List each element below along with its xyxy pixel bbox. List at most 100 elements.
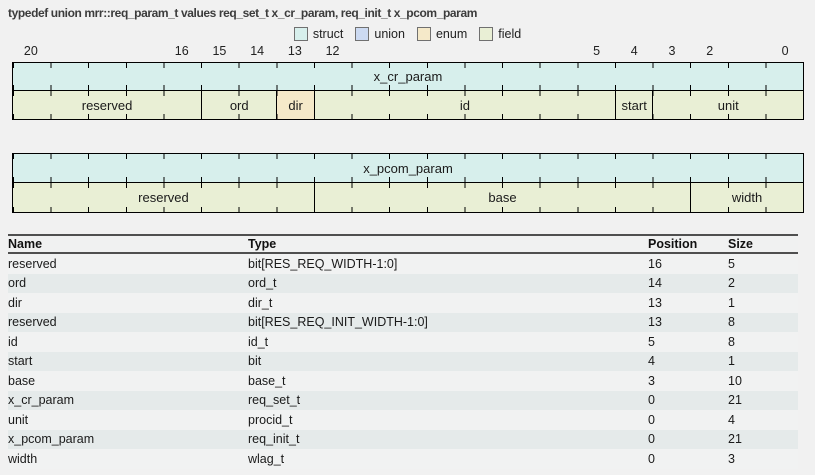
field-cell-reserved: reserved: [13, 183, 314, 212]
cell-type: base_t: [248, 373, 286, 388]
table-header-row: Name Type Position Size: [8, 234, 798, 254]
union-swatch-icon: [355, 27, 370, 41]
cell-position: 3: [648, 373, 655, 388]
cell-name: ord: [8, 276, 27, 291]
table-row: base base_t 3 10: [8, 371, 798, 391]
cell-name: dir: [8, 295, 22, 310]
column-header: Position: [648, 237, 698, 251]
field-cell-id: id: [313, 91, 615, 119]
cell-size: 2: [728, 276, 735, 291]
cell-position: 0: [648, 393, 655, 408]
bitfield-diagram-x-cr-param: x_cr_param reserved ord dir id start unit: [12, 62, 804, 120]
table-row: x_pcom_param req_init_t 0 21: [8, 429, 798, 449]
legend-label: field: [498, 27, 522, 41]
struct-row: x_cr_param: [12, 62, 804, 91]
fields-table: Name Type Position Size reserved bit[RES_REQ_…: [8, 234, 798, 469]
cell-name: unit: [8, 412, 29, 427]
legend-item: struct: [293, 27, 344, 41]
cell-name: width: [8, 451, 38, 466]
ruler-label: 20: [23, 44, 38, 58]
column-header: Type: [248, 237, 277, 251]
cell-type: dir_t: [248, 295, 273, 310]
struct-row: x_pcom_param: [12, 153, 804, 183]
field-cell-dir: dir: [276, 91, 314, 119]
cell-position: 0: [648, 451, 655, 466]
enum-swatch-icon: [416, 27, 431, 41]
table-row: start bit 4 1: [8, 351, 798, 371]
bitfield-diagram-x-pcom-param: x_pcom_param reserved base width: [12, 153, 804, 213]
cell-size: 4: [728, 412, 735, 427]
cell-size: 1: [728, 354, 735, 369]
legend-label: union: [374, 27, 405, 41]
field-cell-ord: ord: [201, 91, 277, 119]
cell-type: ord_t: [248, 276, 277, 291]
field-cell-unit: unit: [652, 91, 803, 119]
cell-size: 1: [728, 295, 735, 310]
table-row: unit procid_t 0 4: [8, 410, 798, 430]
table-row: reserved bit[RES_REQ_WIDTH-1:0] 16 5: [8, 254, 798, 274]
column-header: Name: [8, 237, 43, 251]
legend-label: struct: [312, 27, 344, 41]
cell-name: base: [8, 373, 36, 388]
legend-item: union: [355, 27, 405, 41]
cell-position: 13: [648, 295, 662, 310]
cell-size: 3: [728, 451, 735, 466]
cell-type: procid_t: [248, 412, 293, 427]
cell-size: 5: [728, 256, 735, 271]
field-swatch-icon: [479, 27, 494, 41]
cell-type: wlag_t: [248, 451, 285, 466]
struct-cell: x_cr_param: [13, 63, 803, 90]
legend-item: enum: [416, 27, 468, 41]
cell-type: req_init_t: [248, 432, 300, 447]
cell-position: 14: [648, 276, 662, 291]
ruler-label: 14: [250, 44, 265, 58]
cell-type: req_set_t: [248, 393, 301, 408]
cell-position: 4: [648, 354, 655, 369]
cell-position: 0: [648, 412, 655, 427]
cell-position: 0: [648, 432, 655, 447]
cell-name: reserved: [8, 256, 57, 271]
ruler-label: 5: [593, 44, 601, 58]
field-cell-reserved: reserved: [13, 91, 202, 119]
cell-size: 21: [728, 393, 742, 408]
table-row: reserved bit[RES_REQ_INIT_WIDTH-1:0] 13 8: [8, 312, 798, 332]
cell-type: bit: [248, 354, 262, 369]
ruler-label: 16: [174, 44, 189, 58]
cell-size: 21: [728, 432, 742, 447]
table-row: width wlag_t 0 3: [8, 449, 798, 469]
cell-size: 8: [728, 315, 735, 330]
page-title: typedef union mrr::req_param_t values re…: [8, 6, 477, 20]
cell-position: 16: [648, 256, 662, 271]
table-row: dir dir_t 13 1: [8, 293, 798, 313]
table-row: id id_t 5 8: [8, 332, 798, 352]
bit-ruler: 20 16 15 14 13 12 5 4 3 2 0: [12, 44, 804, 58]
ruler-label: 15: [212, 44, 227, 58]
cell-position: 13: [648, 315, 662, 330]
cell-name: id: [8, 334, 18, 349]
ruler-label: 2: [706, 44, 714, 58]
field-cell-width: width: [690, 183, 803, 212]
fields-row: reserved base width: [12, 183, 804, 213]
field-cell-start: start: [614, 91, 653, 119]
cell-name: start: [8, 354, 33, 369]
legend: struct union enum field: [0, 27, 815, 41]
ruler-label: 13: [287, 44, 302, 58]
ruler-label: 0: [781, 44, 789, 58]
ruler-label: 3: [668, 44, 676, 58]
cell-size: 8: [728, 334, 735, 349]
cell-name: x_pcom_param: [8, 432, 95, 447]
cell-name: x_cr_param: [8, 393, 74, 408]
cell-position: 5: [648, 334, 655, 349]
ruler-label: 4: [630, 44, 638, 58]
field-cell-base: base: [313, 183, 691, 212]
cell-type: bit[RES_REQ_INIT_WIDTH-1:0]: [248, 315, 428, 330]
column-header: Size: [728, 237, 754, 251]
cell-type: id_t: [248, 334, 269, 349]
legend-label: enum: [435, 27, 468, 41]
cell-type: bit[RES_REQ_WIDTH-1:0]: [248, 256, 398, 271]
cell-size: 10: [728, 373, 742, 388]
cell-name: reserved: [8, 315, 57, 330]
ruler-label: 12: [325, 44, 340, 58]
struct-cell: x_pcom_param: [13, 154, 803, 182]
legend-item: field: [479, 27, 521, 41]
